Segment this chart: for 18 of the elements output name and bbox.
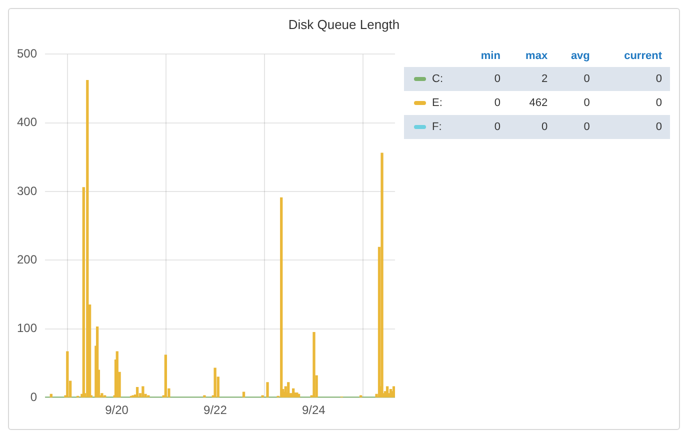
y-tick-label: 400 <box>16 115 38 130</box>
chart-title: Disk Queue Length <box>287 17 401 32</box>
x-tick-label: 9/24 <box>302 403 326 418</box>
y-tick-label: 500 <box>16 46 38 61</box>
legend-label: F: <box>432 121 442 133</box>
text: avg <box>570 49 591 64</box>
text: max <box>524 49 549 64</box>
legend-label: E: <box>432 97 442 109</box>
legend-label: C: <box>432 73 443 85</box>
x-tick-label: 9/22 <box>204 403 228 418</box>
y-tick-label: 0 <box>30 390 38 404</box>
y-tick-label: 100 <box>16 321 38 336</box>
x-tick-label: 9/20 <box>105 403 129 418</box>
text: min <box>480 49 502 64</box>
text: current <box>623 49 663 64</box>
legend-row: E: 0 462 0 0 <box>404 91 670 115</box>
y-tick-label: 200 <box>16 252 38 267</box>
y-tick-label: 300 <box>16 184 38 198</box>
